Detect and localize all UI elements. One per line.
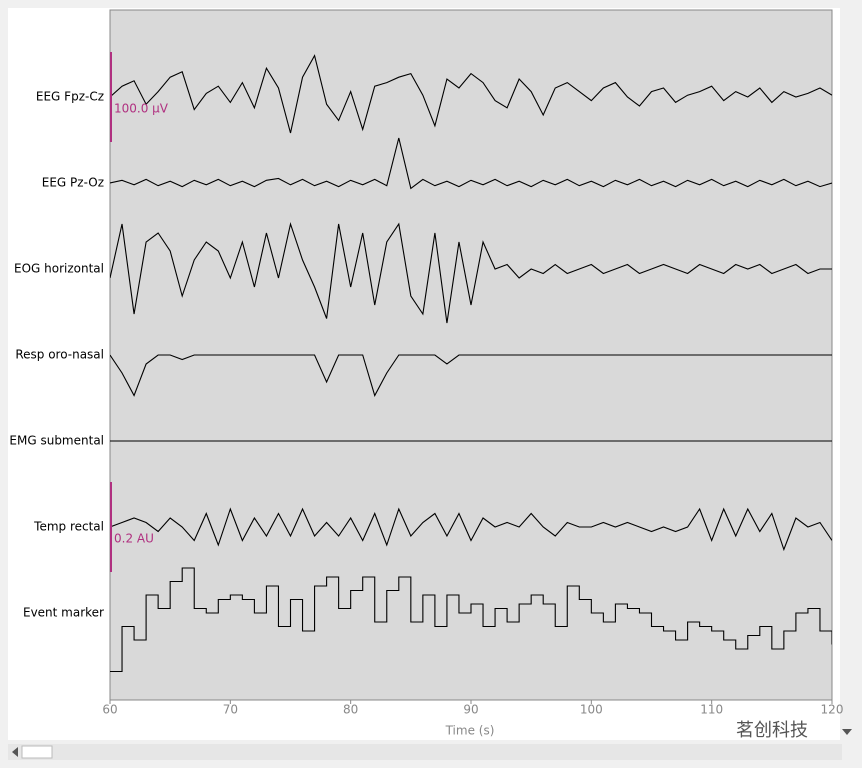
x-tick-label: 60: [102, 703, 117, 717]
channel-label: Temp rectal: [33, 520, 104, 534]
channel-label: EOG horizontal: [14, 262, 104, 276]
x-tick-label: 70: [223, 703, 238, 717]
trace: [110, 54, 832, 134]
watermark: 茗创科技: [736, 720, 808, 741]
trace: [110, 507, 832, 552]
x-tick-label: 120: [821, 703, 844, 717]
scale-label: 100.0 µV: [114, 102, 169, 116]
channel-label: EMG submental: [9, 434, 104, 448]
trace: [110, 137, 832, 190]
scale-label: 0.2 AU: [114, 532, 154, 546]
x-tick-label: 80: [343, 703, 358, 717]
x-tick-label: 110: [700, 703, 723, 717]
x-axis-label: Time (s): [445, 724, 495, 738]
scroll-down[interactable]: [842, 729, 852, 735]
traces: [110, 54, 832, 673]
h-scroll-thumb[interactable]: [21, 745, 53, 759]
h-scrollbar[interactable]: [8, 744, 842, 760]
scroll-left[interactable]: [12, 747, 18, 757]
trace: [110, 221, 832, 324]
trace: [110, 567, 832, 673]
channel-label: Event marker: [23, 606, 104, 620]
channel-label: EEG Pz-Oz: [42, 176, 104, 190]
channel-label: Resp oro-nasal: [15, 348, 104, 362]
x-tick-label: 90: [463, 703, 478, 717]
trace: [110, 354, 832, 397]
x-tick-label: 100: [580, 703, 603, 717]
channel-label: EEG Fpz-Cz: [36, 90, 104, 104]
